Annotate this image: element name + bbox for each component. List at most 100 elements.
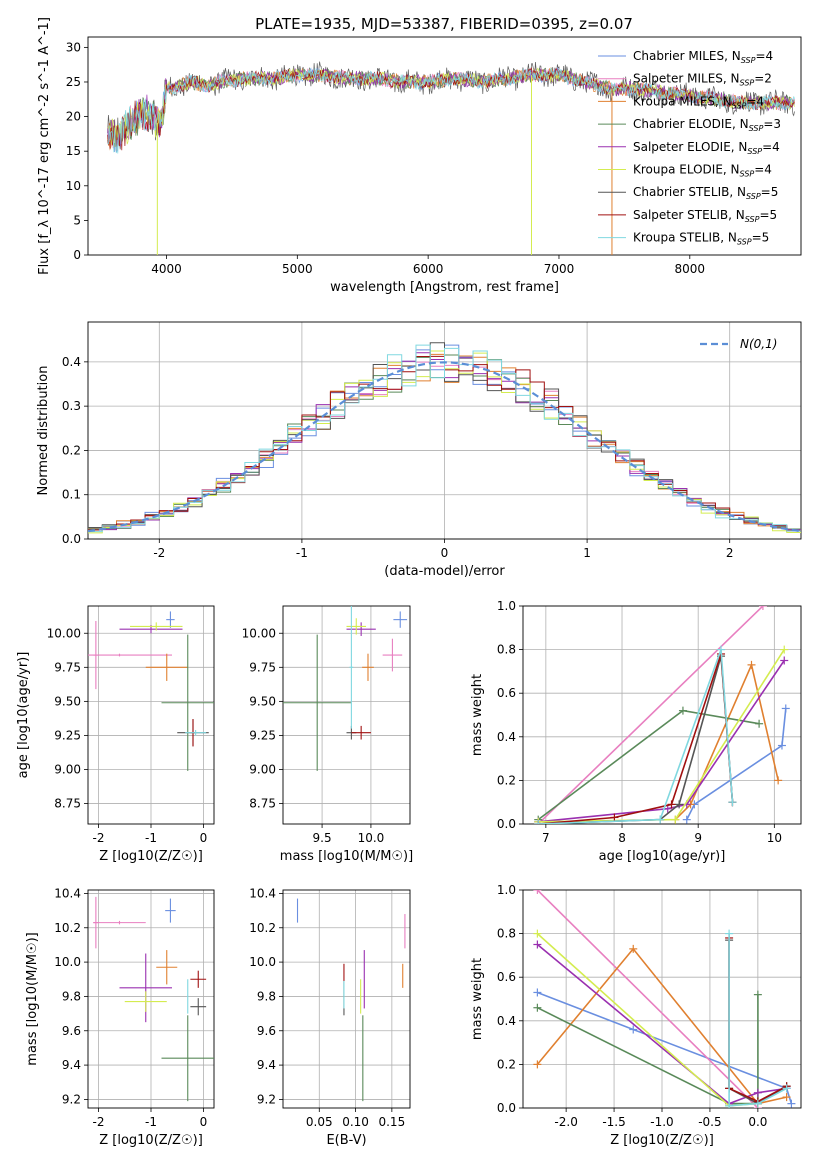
legend-label-tail: =4 bbox=[754, 163, 772, 177]
y-axis-label: mass weight bbox=[470, 674, 485, 756]
legend-label-sub: SSP bbox=[749, 124, 764, 133]
y-tick-label: 0.0 bbox=[497, 1101, 516, 1115]
x-tick-label: 7000 bbox=[544, 262, 575, 276]
weight-line bbox=[536, 890, 759, 1108]
legend-label-main: Kroupa MILES, N bbox=[633, 94, 732, 108]
legend-label: Chabrier STELIB, NSSP=5 bbox=[633, 185, 778, 201]
y-tick-label: 1.0 bbox=[497, 883, 516, 897]
y-tick-label: 0.2 bbox=[497, 1057, 516, 1071]
x-tick-label: 0.10 bbox=[342, 1115, 369, 1129]
y-tick-label: 0.8 bbox=[497, 643, 516, 657]
errorbars bbox=[88, 611, 214, 771]
x-tick-label: 0 bbox=[200, 1115, 208, 1129]
x-axis-label: (data-model)/error bbox=[384, 564, 505, 579]
legend-label-tail: =4 bbox=[746, 94, 764, 108]
y-tick-label: 9.4 bbox=[257, 1058, 276, 1072]
legend-label-main: Chabrier MILES, N bbox=[633, 49, 741, 63]
y-tick-label: 0.4 bbox=[497, 1014, 516, 1028]
y-tick-label: 25 bbox=[66, 75, 81, 89]
mass-weight-vs-age-panel: 7 8 9 10 0.0 0.2 0.4 0.6 0.8 1.0 age [log10(age/yr… bbox=[470, 599, 802, 864]
x-tick-label: 0.05 bbox=[306, 1115, 333, 1129]
y-tick-label: 0.3 bbox=[62, 399, 81, 413]
y-tick-label: 0.4 bbox=[62, 355, 81, 369]
y-tick-label: 9.2 bbox=[62, 1092, 81, 1106]
y-tick-label: 9.00 bbox=[249, 763, 276, 777]
y-tick-label: 5 bbox=[73, 213, 81, 227]
y-tick-label: 9.4 bbox=[62, 1058, 81, 1072]
y-tick-label: 9.50 bbox=[54, 694, 81, 708]
legend-label-main: Kroupa STELIB, N bbox=[633, 231, 737, 245]
x-tick-label: 8000 bbox=[675, 262, 706, 276]
legend-label-tail: =4 bbox=[755, 49, 773, 63]
legend-label: Kroupa STELIB, NSSP=5 bbox=[633, 231, 769, 247]
x-tick-label: -2 bbox=[93, 1115, 105, 1129]
x-tick-label: 8 bbox=[618, 831, 626, 845]
legend-label-main: Kroupa ELODIE, N bbox=[633, 163, 740, 177]
x-axis-label: wavelength [Angstrom, rest frame] bbox=[330, 280, 559, 295]
plot-frame bbox=[522, 889, 802, 1109]
y-tick-label: 9.6 bbox=[62, 1024, 81, 1038]
x-tick-label: 10.0 bbox=[358, 831, 385, 845]
y-tick-label: 9.75 bbox=[54, 660, 81, 674]
y-tick-label: 9.2 bbox=[257, 1092, 276, 1106]
y-tick-label: 10.2 bbox=[249, 921, 276, 935]
y-tick-label: 9.8 bbox=[62, 989, 81, 1003]
x-tick-label: 2 bbox=[726, 546, 734, 560]
residual-legend: N(0,1) bbox=[700, 337, 777, 351]
legend-label: N(0,1) bbox=[740, 337, 777, 351]
y-tick-label: 0.0 bbox=[497, 817, 516, 831]
legend-label-sub: SSP bbox=[745, 215, 760, 224]
legend-label: Salpeter ELODIE, NSSP=4 bbox=[633, 140, 780, 156]
x-tick-label: -0.5 bbox=[698, 1115, 721, 1129]
age-vs-metallicity-panel: -2 -1 0 8.75 9.00 9.25 9.50 9.75 10.00 Z [log10(Z… bbox=[16, 605, 215, 864]
y-tick-label: 9.00 bbox=[54, 763, 81, 777]
mass-vs-extinction-panel: 0.05 0.10 0.15 9.2 9.4 9.6 9.8 10.0 10.2 10.4 E(B-… bbox=[249, 886, 411, 1148]
weight-line bbox=[686, 708, 787, 820]
y-tick-label: 0.8 bbox=[497, 927, 516, 941]
y-tick-label: 10.00 bbox=[47, 626, 81, 640]
plot-frame bbox=[522, 605, 802, 825]
legend-label-tail: =4 bbox=[762, 140, 780, 154]
y-tick-label: 9.8 bbox=[257, 989, 276, 1003]
x-tick-label: 4000 bbox=[151, 262, 182, 276]
legend-label-sub: SSP bbox=[746, 192, 761, 201]
residuals-panel: -2 -1 0 1 2 0.0 0.1 0.2 0.3 0.4 (data-model)/error… bbox=[36, 321, 802, 579]
legend-label-sub: SSP bbox=[737, 238, 752, 247]
x-tick-label: -1 bbox=[145, 831, 157, 845]
x-tick-label: -1.0 bbox=[650, 1115, 673, 1129]
spectrum-line bbox=[107, 67, 795, 154]
legend-label: Chabrier ELODIE, NSSP=3 bbox=[633, 117, 781, 133]
x-tick-label: 0 bbox=[200, 831, 208, 845]
y-tick-label: 8.75 bbox=[249, 797, 276, 811]
weight-line bbox=[538, 660, 785, 823]
x-axis-label: Z [log10(Z/Z☉)] bbox=[99, 849, 203, 864]
x-axis-label: age [log10(age/yr)] bbox=[599, 849, 726, 864]
legend-label-sub: SSP bbox=[747, 147, 762, 156]
x-tick-label: -2 bbox=[153, 546, 165, 560]
plot-frame bbox=[282, 605, 411, 825]
weight-lines bbox=[534, 606, 790, 824]
spectrum-lines bbox=[107, 61, 795, 255]
x-axis-label: Z [log10(Z/Z☉)] bbox=[610, 1133, 714, 1148]
y-tick-label: 9.50 bbox=[249, 694, 276, 708]
x-tick-label: 9.5 bbox=[313, 831, 332, 845]
legend-label-sub: SSP bbox=[732, 101, 747, 110]
y-tick-label: 15 bbox=[66, 144, 81, 158]
y-tick-label: 30 bbox=[66, 40, 81, 54]
residual-hists bbox=[88, 342, 801, 534]
x-axis-label: E(B-V) bbox=[326, 1133, 366, 1148]
y-tick-label: 9.75 bbox=[249, 660, 276, 674]
x-axis-label: mass [log10(M/M☉)] bbox=[280, 849, 413, 864]
y-tick-label: 0.4 bbox=[497, 730, 516, 744]
x-tick-label: -2 bbox=[93, 831, 105, 845]
weight-line bbox=[536, 943, 787, 1105]
weight-line bbox=[537, 994, 759, 1105]
y-axis-label: age [log10(age/yr)] bbox=[16, 652, 31, 779]
x-tick-label: 10 bbox=[767, 831, 782, 845]
y-tick-label: 0.6 bbox=[497, 970, 516, 984]
legend-label-main: Salpeter MILES, N bbox=[633, 72, 740, 86]
y-tick-label: 8.75 bbox=[54, 797, 81, 811]
y-tick-label: 0.2 bbox=[497, 773, 516, 787]
